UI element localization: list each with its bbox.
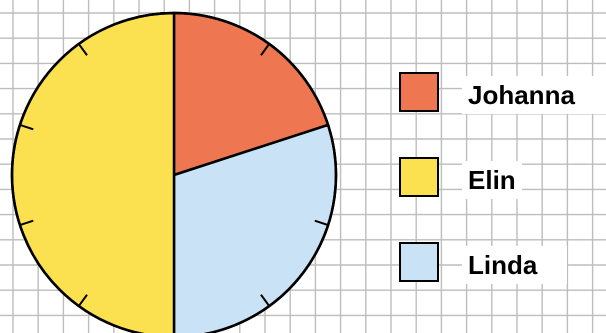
legend-item-elin: Elin (399, 157, 522, 199)
pie-group (10, 11, 338, 333)
legend-label-bg-linda (462, 246, 567, 284)
pie-tick-mark (260, 43, 271, 56)
pie-tick-mark (77, 43, 88, 56)
legend-label-bg-johanna (462, 76, 606, 114)
legend-label-bg-elin (462, 161, 522, 199)
legend-label-elin: Elin (468, 165, 516, 195)
legend-swatch-linda (399, 242, 439, 282)
legend-item-linda: Linda (399, 242, 567, 284)
legend-swatch-elin (399, 157, 439, 197)
pie-tick-mark (314, 123, 329, 131)
pie-tick-mark (260, 294, 271, 307)
legend-swatch-johanna (399, 72, 439, 112)
pie-tick-mark (19, 219, 34, 227)
pie-tick-mark (19, 123, 34, 131)
legend-label-linda: Linda (468, 250, 538, 280)
pie-tick-mark (314, 219, 329, 227)
legend-label-johanna: Johanna (468, 80, 575, 110)
pie-tick-mark (77, 294, 88, 307)
pie-slice-elin (10, 11, 176, 333)
legend: Johanna Elin Linda (399, 72, 606, 284)
legend-item-johanna: Johanna (399, 72, 606, 114)
